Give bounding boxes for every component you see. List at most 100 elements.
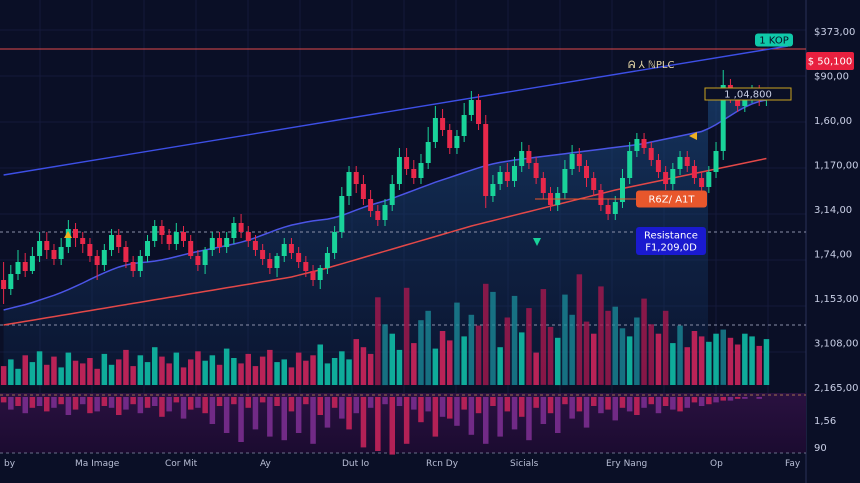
oscillator-bar — [87, 397, 93, 414]
volume-bar — [598, 286, 604, 385]
annotation-box — [636, 190, 707, 208]
candle-body — [497, 172, 503, 184]
time-tick-label: Ery Nang — [606, 459, 647, 469]
oscillator-bar — [245, 397, 251, 408]
oscillator-bar — [389, 397, 395, 455]
oscillator-panel — [0, 393, 806, 455]
volume-bar — [540, 289, 547, 385]
volume-bar — [483, 283, 489, 386]
candle-body — [490, 184, 496, 196]
trendline — [3, 45, 789, 176]
volume-bar — [439, 331, 446, 385]
volume-bar — [396, 349, 403, 385]
volume-bar — [403, 287, 410, 385]
oscillator-bar — [72, 397, 79, 410]
candle-body — [648, 148, 654, 160]
candle-body — [620, 178, 625, 202]
volume-bar — [58, 367, 64, 385]
oscillator-bar — [231, 397, 237, 405]
oscillator-bar — [29, 397, 36, 408]
oscillator-bar — [684, 397, 690, 408]
oscillator-bar — [317, 397, 323, 415]
oscillator-bar — [144, 397, 151, 408]
oscillator-bar — [202, 397, 208, 414]
volume-bar — [591, 333, 597, 385]
candle-body — [641, 139, 647, 148]
candle-body — [238, 223, 244, 232]
candle-body — [94, 256, 100, 265]
volume-bar — [209, 355, 216, 385]
volume-bar — [274, 362, 280, 386]
volume-bar — [533, 352, 539, 385]
volume-bar — [108, 364, 115, 386]
candle-body — [245, 232, 251, 241]
volume-bar — [511, 295, 518, 385]
candle-body — [569, 154, 575, 169]
oscillator-bar — [706, 397, 712, 405]
candle-body — [109, 235, 114, 250]
oscillator-bar — [331, 397, 338, 408]
oscillator-bar — [295, 397, 302, 433]
oscillator-bar — [159, 397, 165, 417]
candle-body — [699, 178, 705, 187]
candle-body — [101, 250, 107, 265]
candle-body — [706, 172, 712, 187]
volume-bar — [375, 297, 381, 386]
volume-bar — [475, 325, 482, 385]
oscillator-bar — [274, 397, 280, 406]
price-tick-label: 1,153,00 — [814, 294, 859, 305]
candle-body — [425, 142, 431, 163]
oscillator-bar — [324, 397, 331, 428]
oscillator-bar — [662, 397, 669, 406]
volume-bar — [87, 358, 93, 385]
candle-body — [159, 226, 165, 235]
oscillator-bar — [223, 397, 230, 433]
oscillator-bar — [605, 397, 611, 410]
volume-bar — [281, 359, 287, 385]
oscillator-bar — [598, 397, 604, 414]
candle-body — [29, 256, 35, 271]
annotation-label: 1 ,04,800 — [724, 90, 772, 101]
candle-body — [382, 205, 388, 220]
candle-body — [8, 274, 14, 289]
candle-body — [281, 244, 287, 256]
oscillator-bar — [583, 397, 590, 428]
candle-body — [166, 235, 172, 244]
candle-body — [15, 262, 21, 274]
oscillator-bar — [360, 397, 367, 448]
candle-body — [677, 157, 683, 169]
time-axis: by Ma Image Cor Mit Ay Dut Io Rcn Dy Sicials Er… — [4, 459, 801, 469]
oscillator-bar — [727, 397, 734, 401]
oscillator-bar — [396, 397, 403, 406]
oscillator-bar — [152, 397, 158, 406]
volume-bar — [303, 360, 309, 385]
horizontal-lines — [0, 48, 806, 326]
volume-bar — [576, 274, 583, 385]
volume-bar — [295, 352, 302, 385]
candle-body — [605, 205, 611, 214]
oscillator-bar — [209, 397, 216, 424]
oscillator-bar — [22, 397, 28, 414]
chart-header-label: ᕱ ⅄ ℕPLC — [628, 60, 674, 71]
volume-bar — [655, 333, 662, 385]
candle-body — [346, 172, 352, 196]
candle-body — [598, 190, 604, 205]
annotation-label: $ 50,100 — [808, 57, 853, 68]
oscillator-bar — [634, 397, 640, 415]
candle-body — [634, 139, 640, 151]
oscillator-bar — [468, 397, 475, 435]
oscillator-bar — [375, 397, 381, 451]
time-tick-label: Sicials — [510, 459, 539, 469]
oscillator-bar — [310, 397, 316, 444]
volume-bar — [619, 328, 626, 385]
candle-body — [130, 262, 136, 271]
volume-bar — [432, 348, 439, 386]
volume-bar — [468, 314, 475, 385]
candle-body — [663, 172, 669, 184]
volume-bar — [44, 364, 50, 386]
oscillator-bar — [670, 397, 676, 410]
volume-bar — [252, 366, 259, 385]
volume-bar — [353, 339, 359, 385]
volume-bar — [497, 347, 503, 385]
candle-body — [87, 244, 93, 256]
